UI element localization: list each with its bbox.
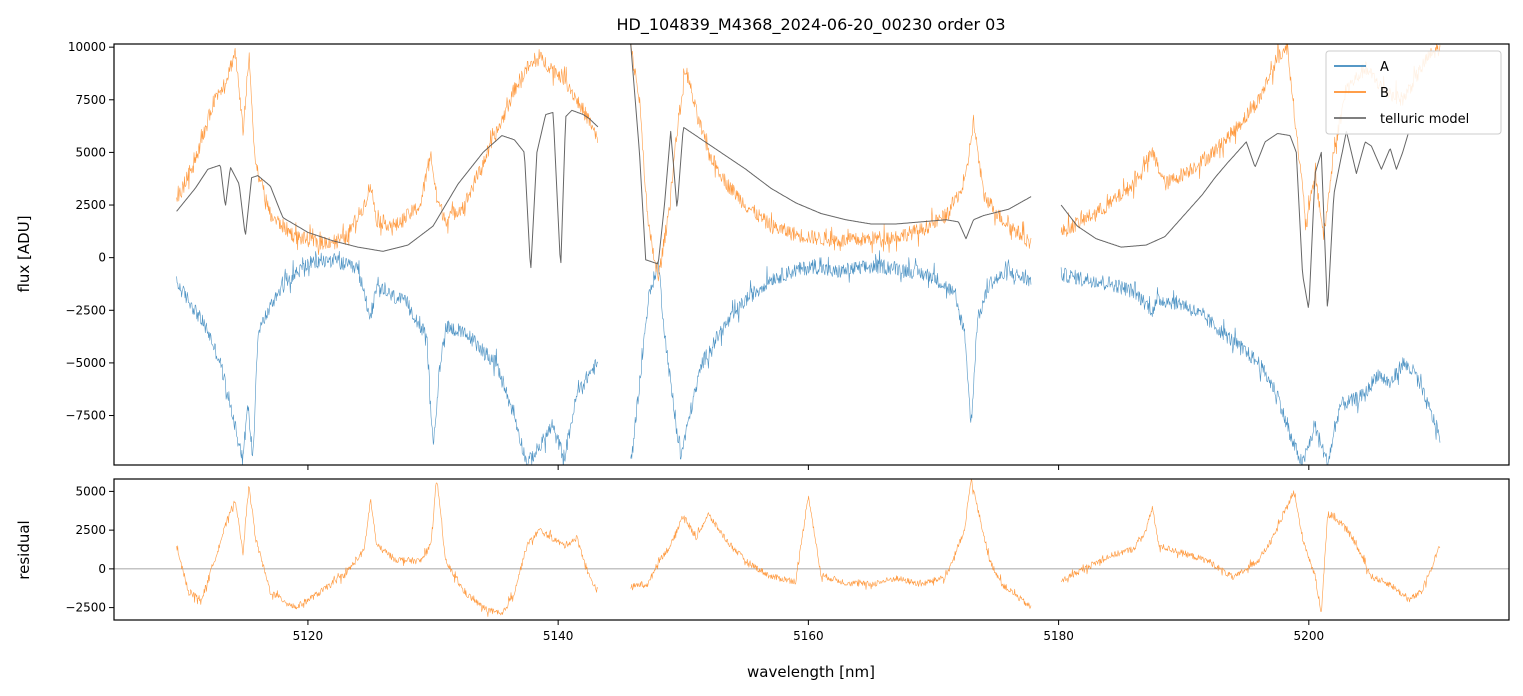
main-y-ticks: −7500 −5000 −2500 0 2500 5000 7500 10000: [65, 40, 114, 423]
legend-label-A: A: [1380, 60, 1389, 75]
main-series-telluric-model-segment-2: [1060, 130, 1409, 308]
main-y-axis-label: flux [ADU]: [15, 215, 33, 292]
x-axis-label: wavelength [nm]: [747, 663, 875, 681]
main-y-tick-label: 0: [98, 251, 106, 265]
main-y-tick-label: −7500: [65, 409, 106, 423]
main-y-tick-label: 5000: [75, 145, 106, 159]
main-panel: −7500 −5000 −2500 0 2500 5000 7500 10000 flux […: [15, 40, 1510, 470]
main-y-tick-label: −2500: [65, 303, 106, 317]
legend-frame: [1325, 50, 1502, 135]
residual-x-tick-label: 5120: [293, 629, 324, 643]
main-series-telluric-model-segment-0: [176, 109, 599, 269]
main-y-tick-label: 2500: [75, 198, 106, 212]
main-x-ticks: [307, 465, 1310, 470]
main-series-group: [176, 44, 1441, 465]
main-y-tick-label: 7500: [75, 93, 106, 107]
residual-y-tick-label: 0: [98, 562, 106, 576]
main-series-telluric-model-segment-1: [630, 44, 1032, 265]
residual-y-tick-label: 2500: [75, 523, 106, 537]
legend: A B telluric model: [1325, 50, 1502, 135]
residual-series-residual-segment-2: [1060, 490, 1441, 612]
residual-y-tick-label: −2500: [65, 601, 106, 615]
main-y-tick-label: 10000: [68, 40, 106, 54]
legend-label-B: B: [1380, 86, 1389, 101]
residual-y-axis-label: residual: [15, 520, 33, 579]
main-y-tick-label: −5000: [65, 356, 106, 370]
main-series-b-segment-1: [630, 44, 1032, 282]
legend-item-A: A: [1334, 60, 1389, 75]
main-series-b-segment-0: [176, 47, 598, 255]
main-series-a-segment-1: [630, 250, 1032, 460]
residual-x-tick-label: 5180: [1043, 629, 1074, 643]
residual-x-tick-label: 5140: [543, 629, 574, 643]
legend-item-B: B: [1334, 86, 1389, 101]
residual-y-ticks: −2500 0 2500 5000: [65, 484, 114, 615]
residual-plot-frame: [113, 478, 1510, 621]
residual-x-tick-label: 5200: [1294, 629, 1325, 643]
main-plot-frame: [113, 43, 1510, 466]
main-series-a-segment-2: [1060, 267, 1441, 465]
residual-panel: −2500 0 2500 5000 5120 5140 5160 5180 5200 resi…: [15, 478, 1510, 681]
main-series-a-segment-0: [176, 251, 598, 465]
residual-series-group: [176, 479, 1441, 617]
legend-label-telluric-model: telluric model: [1380, 112, 1469, 127]
residual-series-residual-segment-0: [176, 482, 598, 617]
residual-series-residual-segment-1: [630, 479, 1032, 609]
legend-item-telluric-model: telluric model: [1334, 112, 1469, 127]
residual-x-ticks: 5120 5140 5160 5180 5200: [293, 620, 1324, 643]
chart-title: HD_104839_M4368_2024-06-20_00230 order 0…: [616, 15, 1005, 35]
residual-x-tick-label: 5160: [793, 629, 824, 643]
residual-y-tick-label: 5000: [75, 484, 106, 498]
